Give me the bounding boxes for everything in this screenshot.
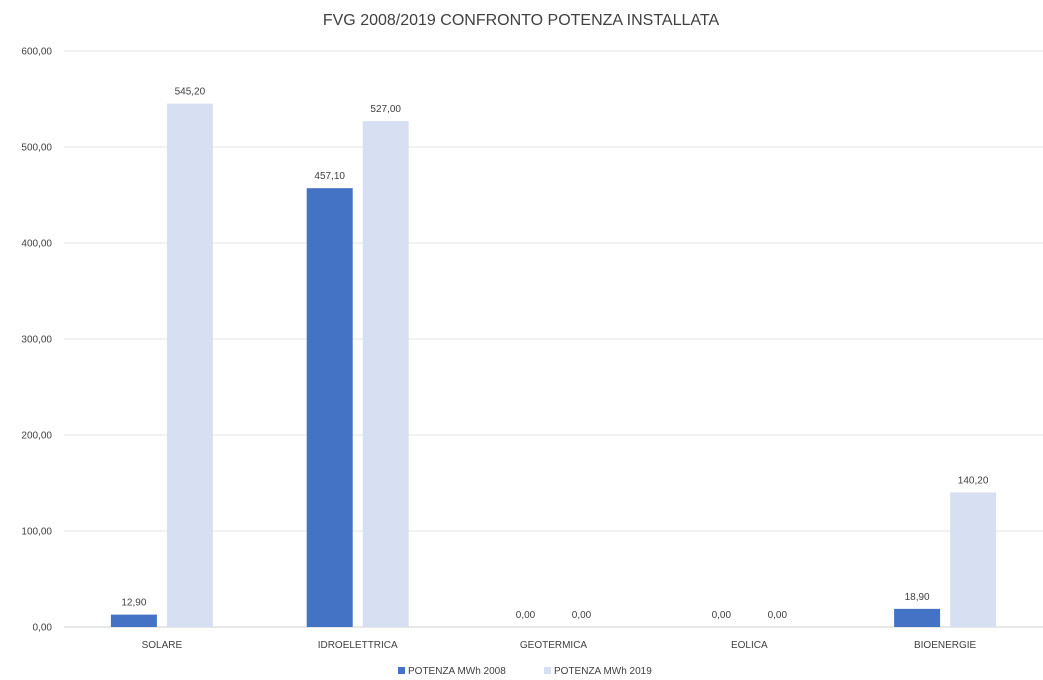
legend-label: POTENZA MWh 2019 — [554, 666, 652, 677]
category-label: GEOTERMICA — [520, 640, 588, 651]
legend-swatch — [544, 667, 551, 674]
legend-label: POTENZA MWh 2008 — [408, 666, 506, 677]
x-axis-categories: SOLARE IDROELETTRICA GEOTERMICA EOLICA BIOEN… — [142, 640, 977, 651]
bar-bioenergie-2 — [950, 492, 997, 627]
legend-swatch — [398, 667, 405, 674]
category-label: EOLICA — [731, 640, 768, 651]
y-tick-label: 500,00 — [21, 143, 52, 154]
bar-bioenergie-1 — [894, 608, 941, 627]
data-label: 0,00 — [712, 610, 732, 621]
y-tick-label: 400,00 — [21, 239, 52, 250]
data-labels: 12,90 545,20 457,10 527,00 0,00 0,00 0,00 0,00 1… — [121, 87, 988, 621]
bar-idroelettrica-2 — [362, 121, 409, 627]
grid-lines — [64, 50, 1043, 628]
category-label: BIOENERGIE — [914, 640, 977, 651]
y-tick-label: 0,00 — [33, 623, 53, 634]
data-label: 12,90 — [121, 598, 146, 609]
chart-title: FVG 2008/2019 CONFRONTO POTENZA INSTALLA… — [323, 12, 720, 29]
y-tick-label: 300,00 — [21, 335, 52, 346]
y-axis-ticks: 0,00 100,00 200,00 300,00 400,00 500,00 600,00 — [21, 47, 52, 634]
category-label: IDROELETTRICA — [318, 640, 398, 651]
data-label: 0,00 — [768, 610, 788, 621]
data-label: 18,90 — [905, 592, 930, 603]
data-label: 527,00 — [370, 104, 401, 115]
data-label: 0,00 — [572, 610, 592, 621]
data-label: 545,20 — [175, 87, 206, 98]
bar-solare-2 — [166, 103, 213, 627]
bar-solare-1 — [110, 614, 157, 627]
category-label: SOLARE — [142, 640, 183, 651]
bar-idroelettrica-1 — [306, 188, 353, 627]
y-tick-label: 100,00 — [21, 527, 52, 538]
data-label: 140,20 — [958, 475, 989, 486]
legend: POTENZA MWh 2008 POTENZA MWh 2019 — [398, 666, 652, 677]
data-label: 457,10 — [314, 171, 345, 182]
y-tick-label: 200,00 — [21, 431, 52, 442]
y-tick-label: 600,00 — [21, 47, 52, 58]
bars — [110, 103, 997, 627]
data-label: 0,00 — [516, 610, 536, 621]
